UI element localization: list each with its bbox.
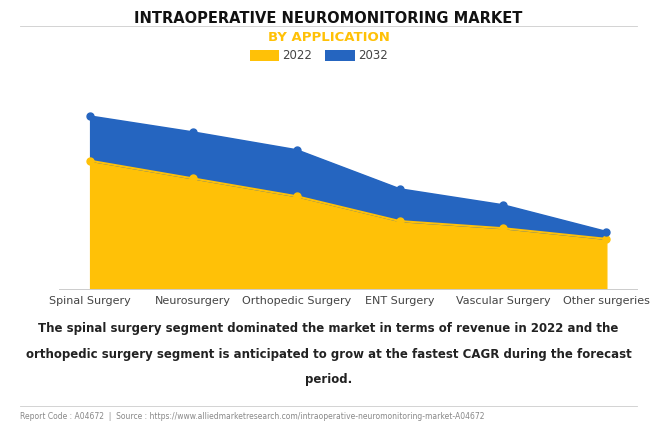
Text: orthopedic surgery segment is anticipated to grow at the fastest CAGR during the: orthopedic surgery segment is anticipate… bbox=[26, 348, 631, 361]
Text: BY APPLICATION: BY APPLICATION bbox=[267, 31, 390, 44]
Text: 2032: 2032 bbox=[358, 49, 388, 62]
Text: The spinal surgery segment dominated the market in terms of revenue in 2022 and : The spinal surgery segment dominated the… bbox=[38, 322, 619, 335]
Text: INTRAOPERATIVE NEUROMONITORING MARKET: INTRAOPERATIVE NEUROMONITORING MARKET bbox=[134, 11, 523, 26]
Text: period.: period. bbox=[305, 373, 352, 386]
Text: 2022: 2022 bbox=[283, 49, 312, 62]
Text: Report Code : A04672  |  Source : https://www.alliedmarketresearch.com/intraoper: Report Code : A04672 | Source : https://… bbox=[20, 412, 484, 421]
